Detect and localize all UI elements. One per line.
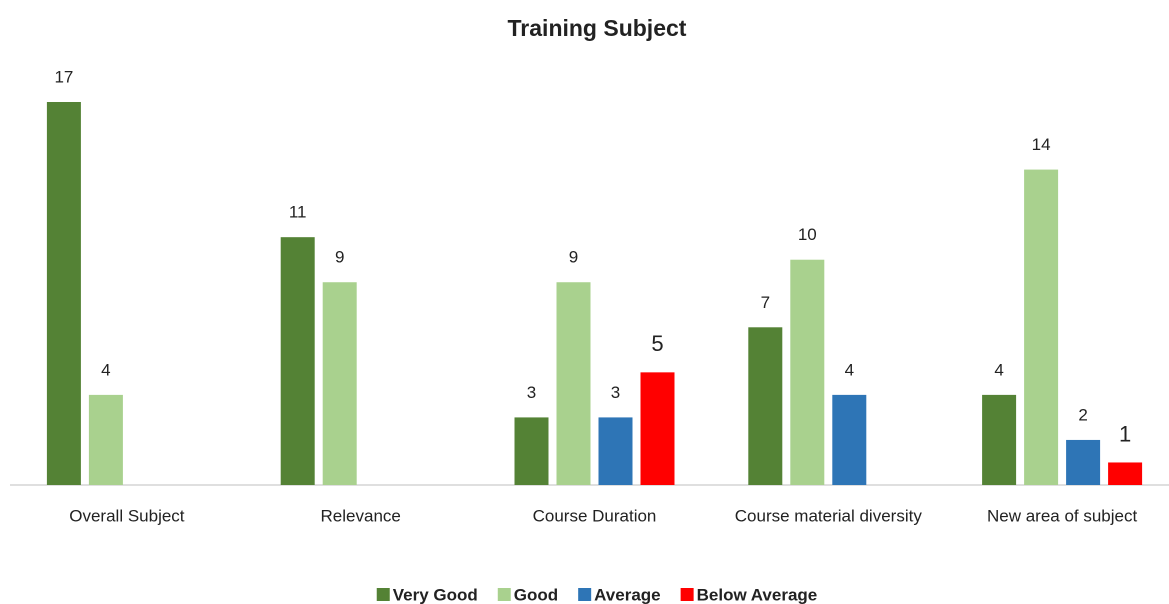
x-tick-label: Relevance: [321, 506, 401, 525]
bar: [1066, 439, 1101, 485]
x-tick-label: Overall Subject: [69, 506, 185, 525]
data-label: 9: [335, 248, 344, 267]
bar: [280, 237, 315, 485]
bar: [748, 327, 783, 485]
data-label: 9: [569, 248, 578, 267]
x-tick-label: New area of subject: [987, 506, 1138, 525]
data-label: 3: [611, 383, 620, 402]
bar: [1108, 462, 1143, 485]
data-label: 11: [289, 203, 307, 222]
data-label: 5: [651, 331, 663, 356]
data-label: 1: [1119, 421, 1131, 446]
bar: [790, 259, 825, 485]
data-label: 17: [54, 67, 73, 86]
x-tick-label: Course Duration: [533, 506, 657, 525]
data-label: 2: [1078, 405, 1087, 424]
chart-title: Training Subject: [508, 15, 687, 41]
legend-label: Very Good: [393, 585, 478, 604]
x-tick-label: Course material diversity: [735, 506, 923, 525]
data-label: 4: [845, 360, 854, 379]
bar: [556, 282, 591, 485]
bar: [46, 102, 81, 485]
bar: [322, 282, 357, 485]
legend: Very Good Good Average Below Average: [376, 585, 818, 604]
legend-swatch: [578, 588, 592, 601]
bar: [640, 372, 675, 485]
data-label: 10: [798, 225, 817, 244]
data-label: 14: [1032, 135, 1051, 154]
legend-label: Good: [514, 585, 558, 604]
bar: [88, 394, 123, 485]
bar: [1024, 169, 1059, 485]
legend-swatch: [680, 588, 694, 601]
bar: [982, 394, 1017, 485]
data-label: 3: [527, 383, 536, 402]
legend-swatch: [497, 588, 511, 601]
legend-label: Average: [594, 585, 660, 604]
legend-label: Below Average: [697, 585, 818, 604]
bar: [598, 417, 633, 485]
bar: [514, 417, 549, 485]
data-label: 7: [761, 293, 770, 312]
legend-swatch: [376, 588, 390, 601]
bar: [832, 394, 867, 485]
data-label: 4: [101, 360, 110, 379]
data-label: 4: [994, 360, 1003, 379]
